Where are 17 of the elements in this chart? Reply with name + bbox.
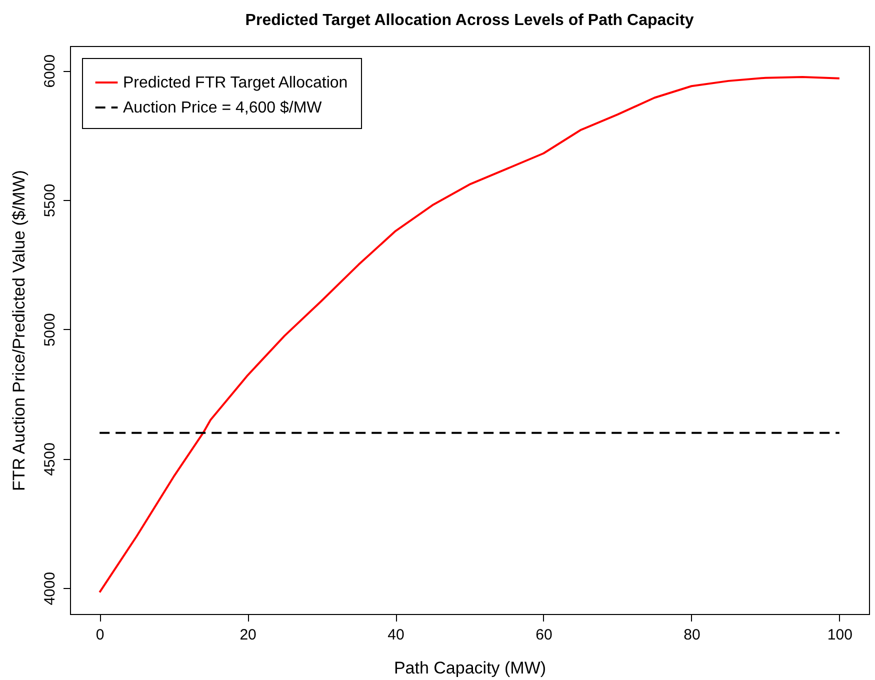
x-tick-label: 0: [96, 626, 104, 644]
chart-title: Predicted Target Allocation Across Levels of Path Capacity: [245, 12, 694, 29]
legend-label: Predicted FTR Target Allocation: [123, 74, 348, 92]
legend-label: Auction Price = 4,600 $/MW: [123, 100, 323, 116]
x-axis-title: Path Capacity (MW): [394, 658, 546, 678]
y-tick-label: 6000: [42, 54, 58, 88]
x-tick-label: 80: [684, 626, 700, 644]
x-tick-label: 40: [388, 626, 404, 644]
x-tick-label: 20: [240, 626, 256, 644]
y-tick-label: 5500: [42, 184, 58, 218]
y-axis-title: FTR Auction Price/Predicted Value ($/MW): [10, 170, 28, 491]
y-tick-label: 4000: [42, 572, 58, 606]
y-tick-label: 4500: [42, 442, 58, 476]
y-tick-label: 5000: [42, 313, 58, 347]
x-tick-label: 60: [536, 626, 552, 644]
x-tick-label: 100: [827, 626, 852, 644]
line-series: [98, 76, 840, 594]
